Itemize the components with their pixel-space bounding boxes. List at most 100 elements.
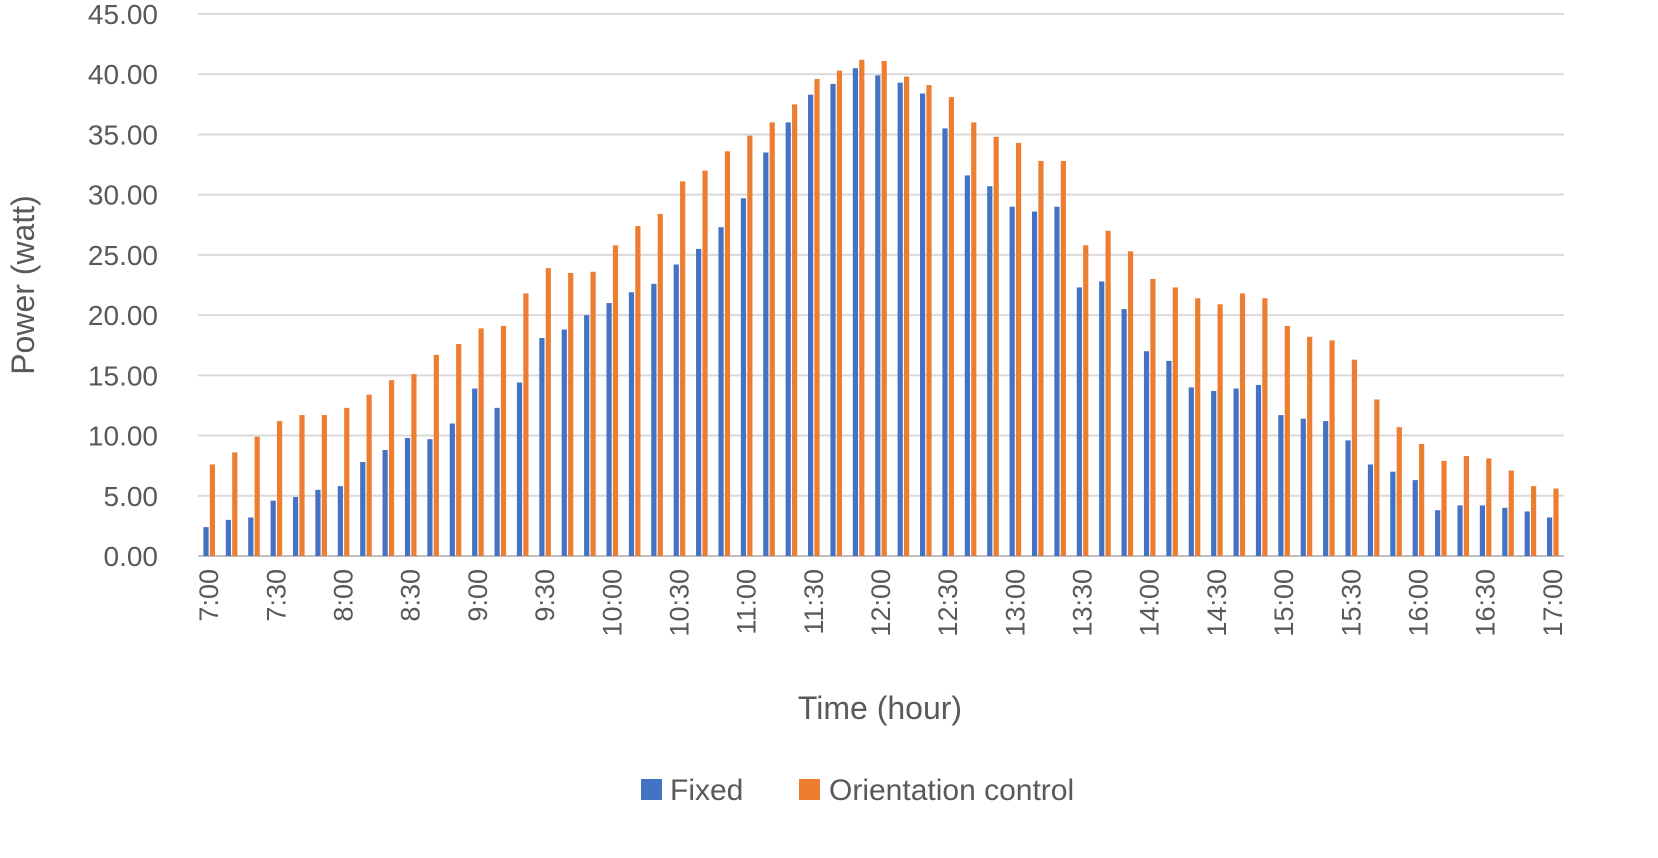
- bar-fixed: [248, 517, 254, 556]
- bar-orientation-control: [209, 464, 215, 556]
- bar-fixed: [1502, 507, 1508, 556]
- bar-orientation-control: [747, 135, 753, 556]
- legend-label-fixed: Fixed: [670, 774, 743, 807]
- bar-orientation-control: [366, 394, 372, 556]
- bar-orientation-control: [1150, 278, 1156, 556]
- y-tick-label: 45.00: [88, 0, 158, 30]
- bar-fixed: [696, 248, 702, 556]
- bar-fixed: [1435, 510, 1441, 556]
- bar-orientation-control: [1038, 160, 1044, 556]
- bar-orientation-control: [1060, 160, 1066, 556]
- bar-orientation-control: [881, 60, 887, 556]
- bar-fixed: [852, 68, 859, 556]
- bar-orientation-control: [792, 104, 798, 556]
- y-tick-label: 20.00: [88, 300, 158, 331]
- x-tick-label: 11:00: [732, 569, 762, 635]
- bar-fixed: [1323, 421, 1329, 556]
- bar-fixed: [1524, 511, 1530, 556]
- bar-fixed: [964, 175, 970, 556]
- bar-orientation-control: [993, 136, 999, 556]
- bar-fixed: [875, 75, 881, 557]
- bar-fixed: [1547, 517, 1553, 556]
- bar-orientation-control: [545, 268, 551, 556]
- x-tick-label: 7:30: [261, 569, 291, 622]
- bar-fixed: [225, 519, 231, 556]
- bar-orientation-control: [388, 380, 395, 556]
- bar-orientation-control: [859, 59, 865, 557]
- x-axis: 7:00 7:30 8:00 8:30 9:00 9:30 10:00 10:30 11:00 1…: [194, 569, 1568, 637]
- bar-orientation-control: [276, 421, 283, 556]
- legend: Fixed Orientation control: [641, 774, 1074, 807]
- legend-swatch-fixed: [641, 779, 662, 800]
- bar-orientation-control: [232, 452, 238, 556]
- x-tick-label: 14:00: [1135, 569, 1165, 637]
- bar-fixed: [516, 382, 523, 556]
- bar-orientation-control: [1374, 399, 1380, 556]
- bar-orientation-control: [1307, 336, 1313, 556]
- bar-fixed: [987, 186, 993, 557]
- gridlines: [198, 13, 1564, 557]
- x-tick-label: 9:30: [530, 569, 560, 622]
- bar-fixed: [1457, 505, 1463, 556]
- bar-fixed: [472, 388, 478, 556]
- x-tick-label: 8:30: [396, 569, 426, 622]
- bar-orientation-control: [456, 344, 462, 556]
- bar-orientation-control: [1351, 359, 1358, 556]
- bar-orientation-control: [1284, 325, 1290, 556]
- bar-fixed: [404, 437, 411, 556]
- bar-orientation-control: [1172, 287, 1178, 556]
- bar-orientation-control: [657, 213, 663, 556]
- bar-orientation-control: [500, 325, 507, 556]
- x-tick-label: 13:30: [1068, 569, 1098, 637]
- bar-fixed: [651, 283, 657, 556]
- bar-orientation-control: [1083, 245, 1089, 556]
- x-tick-label: 14:30: [1202, 569, 1232, 637]
- y-tick-label: 15.00: [88, 360, 158, 391]
- bar-orientation-control: [1262, 298, 1268, 556]
- bar-orientation-control: [568, 272, 574, 556]
- y-tick-label: 10.00: [88, 421, 158, 452]
- x-tick-label: 15:30: [1336, 569, 1366, 637]
- bar-orientation-control: [411, 374, 417, 556]
- bar-fixed: [1300, 418, 1306, 556]
- bar-fixed: [1143, 351, 1150, 556]
- bar-fixed: [1054, 206, 1060, 556]
- bar-fixed: [1121, 309, 1127, 556]
- bar-orientation-control: [1553, 488, 1559, 556]
- bar-orientation-control: [321, 415, 327, 556]
- bar-orientation-control: [1217, 304, 1223, 556]
- bar-fixed: [830, 83, 836, 557]
- bar-orientation-control: [478, 328, 484, 556]
- bar-fixed: [628, 292, 635, 556]
- x-tick-label: 11:30: [799, 569, 829, 635]
- bar-orientation-control: [344, 407, 350, 556]
- bar-fixed: [539, 338, 545, 556]
- bar-orientation-control: [814, 79, 820, 556]
- legend-label-orientation-control: Orientation control: [829, 774, 1074, 807]
- bar-orientation-control: [948, 97, 954, 557]
- bars: [203, 59, 1559, 557]
- y-axis: 0.00 5.00 10.00 15.00 20.00 25.00 30.00 35.00 40…: [88, 0, 158, 572]
- bar-fixed: [718, 227, 724, 556]
- y-tick-label: 25.00: [88, 240, 158, 271]
- bar-fixed: [315, 489, 321, 556]
- bar-fixed: [1479, 505, 1486, 556]
- bar-fixed: [1211, 390, 1217, 556]
- y-tick-label: 30.00: [88, 180, 158, 211]
- bar-orientation-control: [680, 181, 686, 557]
- bar-fixed: [785, 122, 791, 557]
- bar-fixed: [673, 264, 679, 556]
- bar-orientation-control: [433, 354, 439, 556]
- bar-orientation-control: [971, 122, 977, 557]
- bar-fixed: [382, 450, 388, 556]
- bar-fixed: [763, 152, 769, 556]
- bar-orientation-control: [1441, 460, 1447, 556]
- x-tick-label: 12:30: [933, 569, 963, 637]
- x-tick-label: 10:30: [664, 569, 694, 637]
- legend-swatch-orientation-control: [799, 779, 820, 800]
- bar-orientation-control: [1463, 456, 1470, 556]
- bar-orientation-control: [635, 225, 641, 557]
- bar-orientation-control: [1195, 298, 1201, 556]
- bar-orientation-control: [1105, 230, 1111, 557]
- x-tick-label: 9:00: [463, 569, 493, 622]
